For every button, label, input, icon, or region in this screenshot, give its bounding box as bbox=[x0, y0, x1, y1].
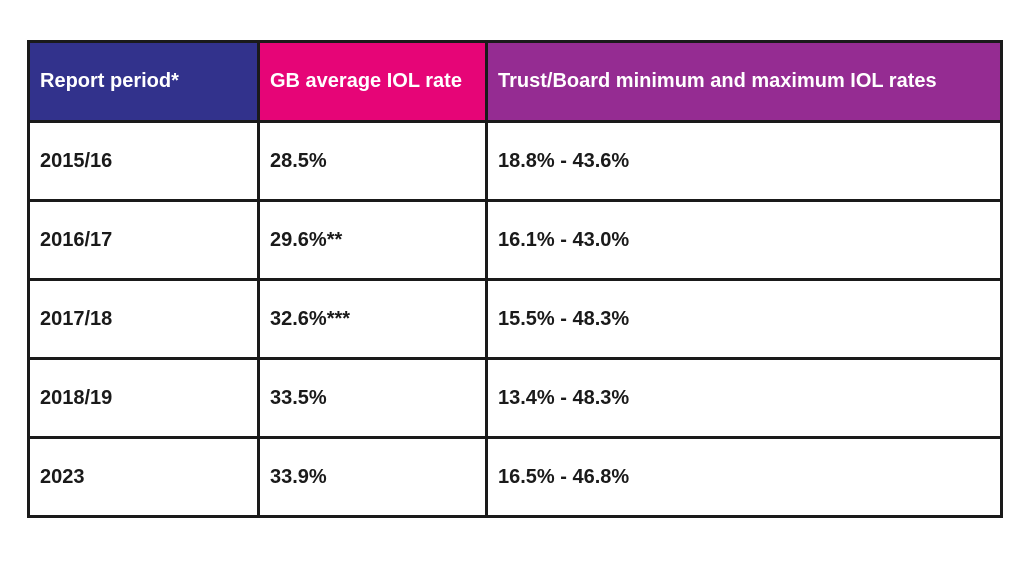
col-header-report-period: Report period* bbox=[27, 40, 260, 123]
table-row: 2018/19 33.5% 13.4% - 48.3% bbox=[27, 357, 1003, 439]
cell-min-max-range: 13.4% - 48.3% bbox=[485, 357, 1003, 439]
table-row: 2016/17 29.6%** 16.1% - 43.0% bbox=[27, 199, 1003, 281]
cell-min-max-range: 16.1% - 43.0% bbox=[485, 199, 1003, 281]
table-row: 2017/18 32.6%*** 15.5% - 48.3% bbox=[27, 278, 1003, 360]
col-header-gb-average-iol-rate: GB average IOL rate bbox=[257, 40, 488, 123]
table-header-row: Report period* GB average IOL rate Trust… bbox=[27, 40, 1003, 123]
cell-report-period: 2017/18 bbox=[27, 278, 260, 360]
col-header-trust-board-min-max: Trust/Board minimum and maximum IOL rate… bbox=[485, 40, 1003, 123]
cell-avg-rate: 28.5% bbox=[257, 120, 488, 202]
cell-min-max-range: 16.5% - 46.8% bbox=[485, 436, 1003, 518]
cell-report-period: 2018/19 bbox=[27, 357, 260, 439]
cell-report-period: 2015/16 bbox=[27, 120, 260, 202]
cell-min-max-range: 18.8% - 43.6% bbox=[485, 120, 1003, 202]
table-row: 2023 33.9% 16.5% - 46.8% bbox=[27, 436, 1003, 518]
cell-report-period: 2016/17 bbox=[27, 199, 260, 281]
iol-rates-table: Report period* GB average IOL rate Trust… bbox=[27, 40, 1003, 518]
cell-avg-rate: 33.9% bbox=[257, 436, 488, 518]
cell-avg-rate: 29.6%** bbox=[257, 199, 488, 281]
cell-report-period: 2023 bbox=[27, 436, 260, 518]
cell-avg-rate: 32.6%*** bbox=[257, 278, 488, 360]
table-row: 2015/16 28.5% 18.8% - 43.6% bbox=[27, 120, 1003, 202]
cell-min-max-range: 15.5% - 48.3% bbox=[485, 278, 1003, 360]
cell-avg-rate: 33.5% bbox=[257, 357, 488, 439]
